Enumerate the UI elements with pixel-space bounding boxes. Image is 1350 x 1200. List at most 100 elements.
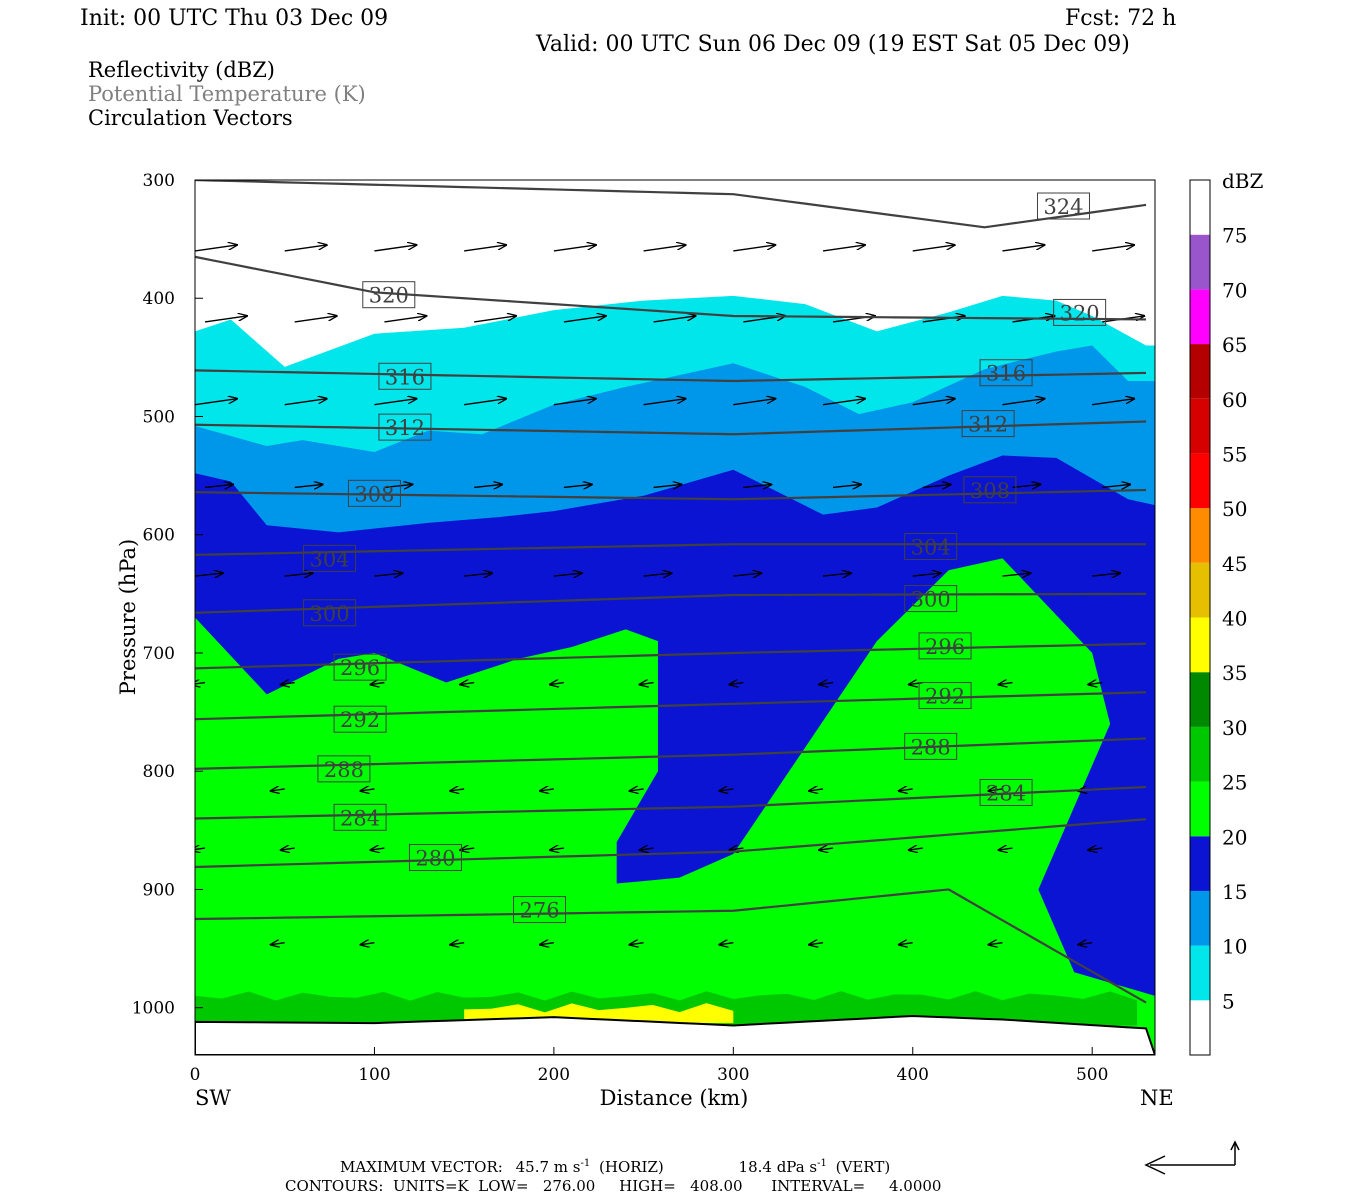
circulation-vector bbox=[360, 943, 375, 945]
contour-label: 292 bbox=[340, 708, 380, 732]
circulation-vector bbox=[1078, 943, 1093, 945]
max-vector-line: MAXIMUM VECTOR: 45.7 m s-1 (HORIZ) 18.4 … bbox=[340, 1152, 890, 1176]
valid-time: Valid: 00 UTC Sun 06 Dec 09 (19 EST Sat … bbox=[535, 32, 1130, 57]
contour-label: 304 bbox=[310, 547, 350, 571]
contour-label: 300 bbox=[310, 602, 350, 626]
contour-label: 276 bbox=[519, 899, 559, 923]
circulation-vector bbox=[281, 848, 295, 850]
colorbar-level-label: 40 bbox=[1222, 607, 1247, 631]
circulation-vector bbox=[563, 484, 592, 487]
colorbar-level-label: 65 bbox=[1222, 333, 1247, 357]
circulation-vector bbox=[464, 399, 506, 406]
vert-unit: (VERT) bbox=[836, 1158, 891, 1176]
circulation-vector bbox=[553, 573, 582, 576]
colorbar-swatch bbox=[1190, 289, 1210, 345]
circulation-vector bbox=[195, 573, 223, 576]
circulation-vector bbox=[284, 573, 313, 576]
contour-label: 288 bbox=[911, 735, 951, 759]
circulation-vector bbox=[1092, 573, 1120, 576]
contour-label-box bbox=[904, 533, 958, 561]
circulation-vector bbox=[719, 789, 734, 791]
y-axis-label: Pressure (hPa) bbox=[116, 539, 140, 695]
circulation-vector bbox=[822, 573, 851, 576]
contour-label: 316 bbox=[385, 365, 425, 389]
theta-contour-296 bbox=[195, 642, 1147, 670]
field-reflectivity: Reflectivity (dBZ) bbox=[88, 58, 275, 82]
y-tick-label: 300 bbox=[143, 171, 175, 191]
reference-vector-arrow bbox=[1144, 1140, 1240, 1175]
colorbar-swatch bbox=[1190, 890, 1210, 946]
init-title: Init: 00 UTC Thu 03 Dec 09 bbox=[80, 6, 388, 31]
colorbar-swatch bbox=[1190, 344, 1210, 399]
circulation-vector bbox=[998, 848, 1013, 850]
contour-label: 312 bbox=[385, 416, 425, 440]
theta-contour-304 bbox=[195, 543, 1147, 556]
circulation-vector bbox=[553, 399, 596, 406]
circulation-vector bbox=[195, 683, 206, 685]
circulation-vector bbox=[474, 316, 516, 323]
contour-label-box bbox=[979, 779, 1033, 806]
circulation-vector bbox=[1092, 245, 1134, 252]
circulation-vector bbox=[643, 399, 686, 406]
circulation-vector bbox=[294, 316, 337, 323]
contour-label-box bbox=[347, 479, 401, 507]
circulation-vector bbox=[819, 848, 834, 850]
circulation-vector bbox=[281, 683, 295, 685]
contour-label-box bbox=[362, 281, 416, 309]
x-axis-label: Distance (km) bbox=[600, 1086, 749, 1110]
colorbar-level-label: 45 bbox=[1222, 552, 1247, 576]
circulation-vector bbox=[284, 399, 327, 406]
colorbar-swatch bbox=[1190, 453, 1210, 509]
contour-label-box bbox=[303, 544, 357, 572]
contour-label: 288 bbox=[324, 758, 364, 782]
y-tick-label: 800 bbox=[143, 762, 175, 782]
circulation-vector bbox=[733, 573, 761, 576]
circulation-vector bbox=[819, 683, 834, 685]
colorbar-swatch bbox=[1190, 234, 1210, 290]
circulation-vector bbox=[909, 848, 923, 850]
y-tick-label: 600 bbox=[143, 526, 175, 546]
colorbar-level-label: 70 bbox=[1222, 278, 1247, 302]
circulation-vector bbox=[733, 399, 775, 406]
contour-label: 280 bbox=[415, 847, 455, 871]
circulation-vector bbox=[195, 399, 237, 406]
circulation-vector bbox=[822, 399, 865, 406]
theta-contour-316 bbox=[195, 369, 1147, 383]
contour-label-box bbox=[333, 803, 387, 831]
circulation-vector bbox=[195, 942, 196, 944]
circulation-vector bbox=[1012, 484, 1040, 487]
colorbar-swatch bbox=[1190, 398, 1210, 454]
circulation-vector bbox=[1092, 399, 1134, 406]
circulation-vector bbox=[922, 484, 951, 487]
circulation-vector bbox=[640, 848, 654, 850]
colorbar-level-label: 35 bbox=[1222, 661, 1247, 685]
colorbar-level-label: 10 bbox=[1222, 935, 1247, 959]
field-circulation-vectors: Circulation Vectors bbox=[88, 106, 293, 130]
circulation-vector bbox=[460, 683, 475, 685]
circulation-vector bbox=[550, 683, 564, 685]
forecast-hour: Fcst: 72 h bbox=[1065, 6, 1176, 31]
contour-label: 324 bbox=[1043, 195, 1083, 219]
colorbar-level-label: 25 bbox=[1222, 771, 1247, 795]
circulation-vector bbox=[204, 316, 247, 323]
x-tick-label: 300 bbox=[717, 1065, 749, 1085]
circulation-vector bbox=[204, 484, 233, 487]
circulation-vector bbox=[719, 943, 734, 945]
theta-contour-320 bbox=[195, 255, 1147, 321]
circulation-vector bbox=[1002, 399, 1044, 406]
contour-label: 316 bbox=[986, 362, 1026, 386]
circulation-vector bbox=[988, 943, 1003, 945]
colorbar-swatch bbox=[1190, 508, 1210, 563]
circulation-vector bbox=[630, 943, 644, 945]
circulation-vector bbox=[653, 316, 696, 323]
circulation-vector bbox=[450, 943, 465, 945]
circulation-vector bbox=[899, 789, 913, 791]
circulation-vector bbox=[640, 683, 654, 685]
contour-label-box bbox=[918, 632, 972, 660]
circulation-vector bbox=[374, 399, 416, 406]
circulation-vector bbox=[553, 245, 596, 252]
contour-label-box bbox=[1036, 192, 1090, 220]
colorbar-swatch bbox=[1190, 726, 1210, 782]
circulation-vector bbox=[464, 245, 506, 252]
contour-label-box bbox=[963, 476, 1017, 504]
